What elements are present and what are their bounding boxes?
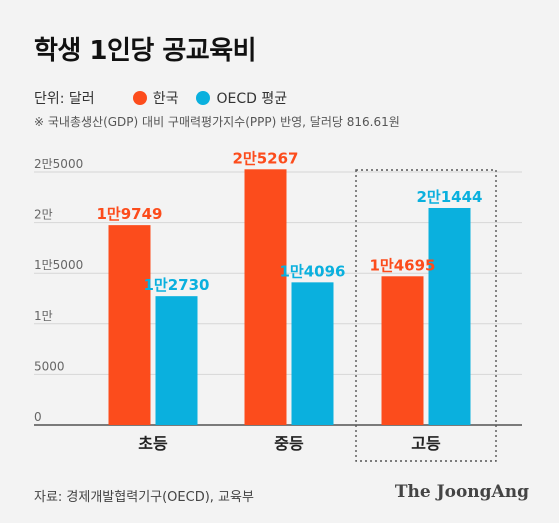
legend-label-korea: 한국 bbox=[152, 91, 179, 107]
data-label: 1만4695 bbox=[370, 256, 436, 274]
y-tick-label: 2만5000 bbox=[34, 157, 83, 171]
data-label: 1만2730 bbox=[144, 276, 210, 294]
legend-label-oecd: OECD 평균 bbox=[216, 91, 288, 107]
footnote: ※ 국내총생산(GDP) 대비 구매력평가지수(PPP) 반영, 달러당 816… bbox=[34, 115, 400, 129]
y-tick-label: 5000 bbox=[34, 359, 65, 373]
y-tick-label: 1만 bbox=[34, 309, 53, 323]
legend-item-korea: 한국 bbox=[132, 88, 179, 108]
data-label: 2만5267 bbox=[233, 149, 299, 167]
legend: 단위: 달러 한국 OECD 평균 bbox=[34, 88, 305, 108]
bar bbox=[428, 207, 471, 425]
bar bbox=[244, 169, 287, 425]
bar bbox=[291, 282, 334, 425]
bar bbox=[108, 225, 151, 425]
bar bbox=[155, 296, 198, 425]
source-note: 자료: 경제개발협력기구(OECD), 교육부 bbox=[34, 490, 254, 505]
legend-item-oecd: OECD 평균 bbox=[196, 88, 287, 108]
y-tick-label: 1만5000 bbox=[34, 258, 83, 272]
legend-dot-oecd bbox=[196, 91, 211, 105]
x-tick-label: 고등 bbox=[411, 434, 441, 453]
y-tick-label: 2만 bbox=[34, 208, 53, 222]
unit-label: 단위: 달러 bbox=[34, 91, 95, 107]
legend-dot-korea bbox=[132, 91, 147, 105]
x-tick-label: 중등 bbox=[274, 434, 304, 453]
data-label: 1만9749 bbox=[97, 205, 163, 223]
highlight-box bbox=[355, 169, 497, 462]
x-tick-label: 초등 bbox=[138, 434, 168, 453]
chart-title: 학생 1인당 공교육비 bbox=[34, 36, 257, 66]
data-label: 1만4096 bbox=[280, 262, 346, 280]
bar bbox=[381, 276, 424, 425]
y-tick-label: 0 bbox=[34, 410, 42, 424]
brand-logo: The JoongAng bbox=[394, 482, 529, 502]
data-label: 2만1444 bbox=[417, 188, 483, 206]
